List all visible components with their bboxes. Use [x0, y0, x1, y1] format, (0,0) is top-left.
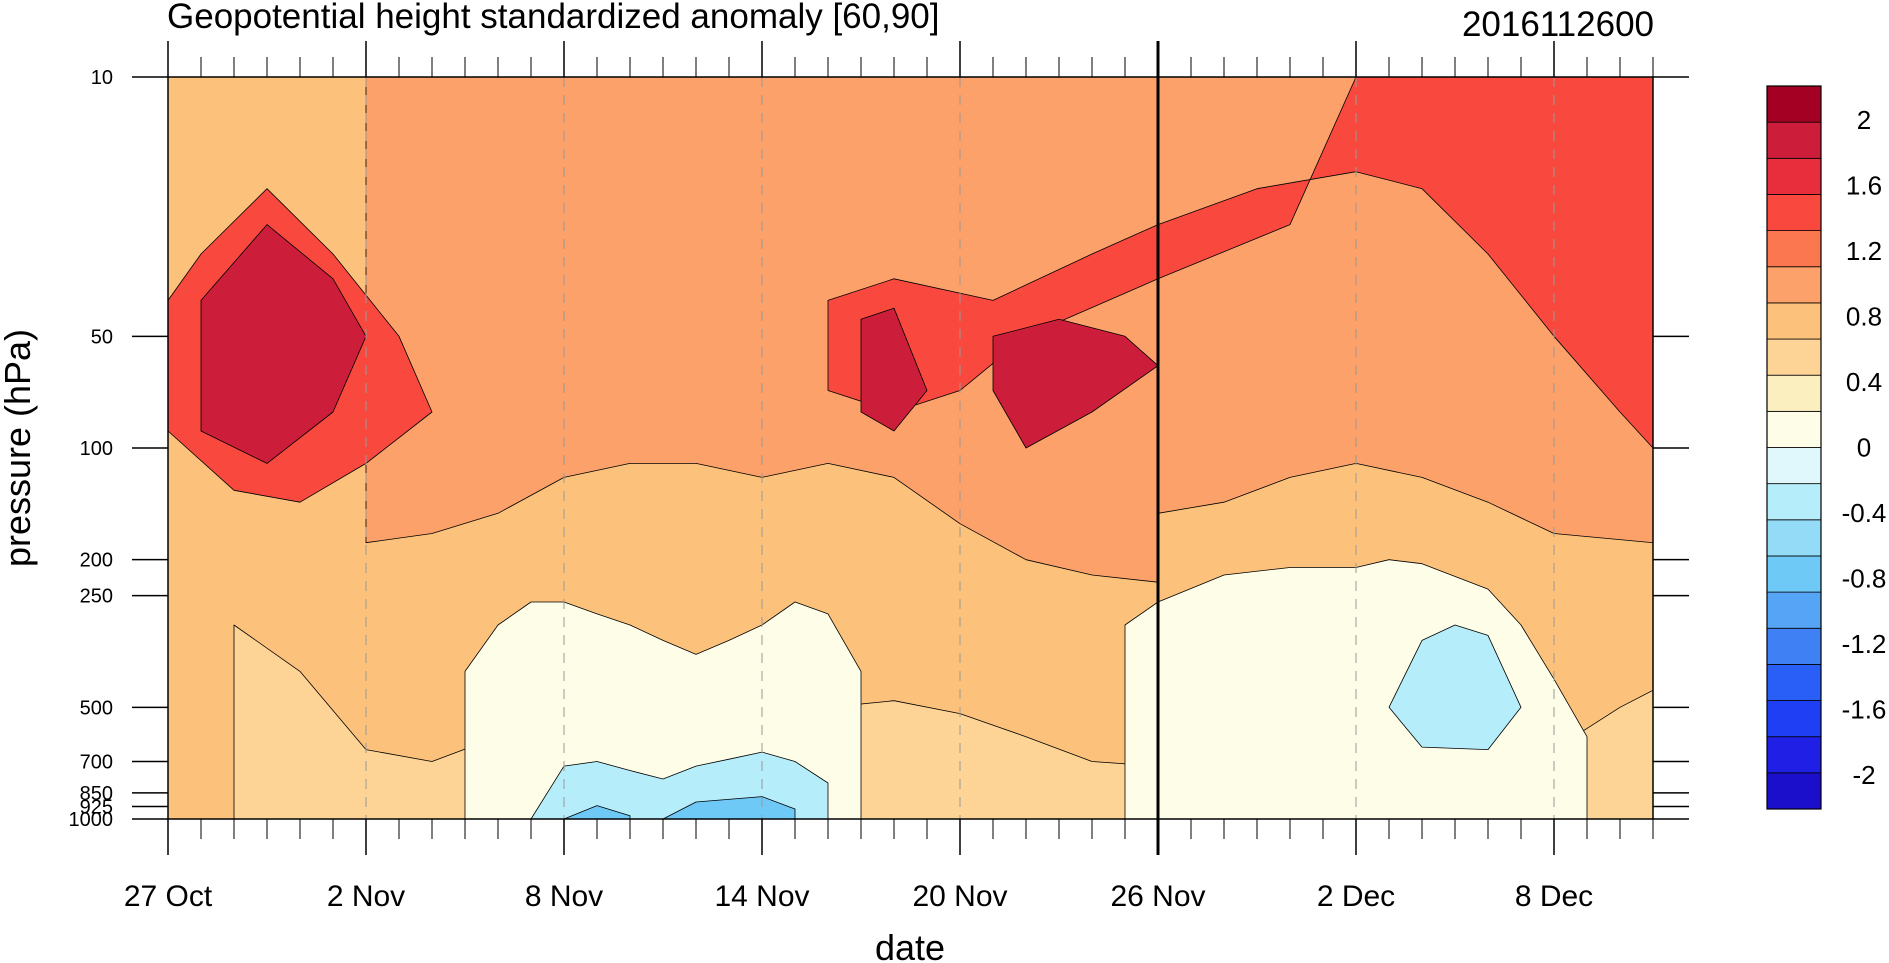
- colorbar-swatch: [1766, 194, 1822, 231]
- x-tick-label: 20 Nov: [912, 880, 1007, 913]
- x-tick-label: 27 Oct: [124, 880, 213, 913]
- colorbar-swatch: [1766, 736, 1822, 774]
- colorbar-swatch: [1766, 591, 1822, 629]
- colorbar-label: -0.4: [1842, 498, 1887, 528]
- x-tick-label: 8 Dec: [1515, 880, 1593, 913]
- x-tick-label: 8 Nov: [525, 880, 603, 913]
- contour-region: [1388, 624, 1522, 750]
- colorbar-swatch: [1766, 121, 1822, 159]
- colorbar-swatch: [1766, 772, 1822, 810]
- colorbar-swatch: [1766, 555, 1822, 593]
- colorbar-swatch: [1766, 627, 1822, 665]
- chart-title: Geopotential height standardized anomaly…: [167, 0, 939, 36]
- colorbar-swatch: [1766, 85, 1822, 123]
- colorbar-label: -0.8: [1842, 564, 1887, 594]
- y-tick-label: 10: [91, 67, 113, 89]
- colorbar-swatch: [1766, 410, 1822, 448]
- colorbar-swatch: [1766, 157, 1822, 195]
- colorbar-label: 0.4: [1846, 367, 1882, 397]
- colorbar-label: 2: [1857, 105, 1871, 135]
- colorbar-label: 0.8: [1846, 302, 1882, 332]
- x-axis: 27 Oct 2 Nov 8 Nov 14 Nov 20 Nov 26 Nov 2 Dec 8…: [124, 41, 1654, 913]
- colorbar-swatch: [1766, 266, 1822, 304]
- colorbar-label: 1.2: [1846, 236, 1882, 266]
- y-axis-title: pressure (hPa): [0, 329, 38, 567]
- y-tick-label: 925: [80, 796, 113, 818]
- y-tick-label: 850: [80, 783, 113, 805]
- colorbar-swatch: [1766, 447, 1822, 485]
- colorbar-frame: [1766, 85, 1822, 810]
- contour-region: [992, 318, 1159, 449]
- colorbar-swatch: [1766, 302, 1822, 340]
- x-tick-label: 26 Nov: [1110, 880, 1205, 913]
- x-tick-label: 14 Nov: [714, 880, 809, 913]
- x-tick-label: 2 Dec: [1317, 880, 1395, 913]
- colorbar-label: -2: [1852, 760, 1875, 790]
- colorbar-label: -1.2: [1842, 629, 1887, 659]
- colorbar-label: 0: [1857, 433, 1871, 463]
- colorbar-swatch: [1766, 338, 1822, 376]
- y-tick-label: 1000: [69, 809, 114, 831]
- x-tick-label: 2 Nov: [327, 880, 405, 913]
- contour-regions: [167, 76, 1654, 820]
- y-tick-label: 700: [80, 752, 113, 774]
- y-tick-label: 200: [80, 550, 113, 572]
- y-tick-label: 50: [91, 326, 113, 348]
- date-label: 2016112600: [1462, 5, 1654, 44]
- x-axis-title: date: [875, 927, 945, 963]
- colorbar-swatch: [1766, 483, 1822, 521]
- colorbar-swatch: [1766, 230, 1822, 268]
- colorbar-swatch: [1766, 664, 1822, 701]
- y-tick-label: 500: [80, 697, 113, 719]
- contour-region: [860, 307, 928, 432]
- colorbar: 2 1.6 1.2 0.8 0.4 0 -0.4 -0.8 -1.2 -1.6 -2: [1766, 85, 1887, 810]
- contour-region: [827, 76, 1654, 449]
- y-tick-label: 250: [80, 586, 113, 608]
- contour-region: [200, 224, 367, 464]
- colorbar-swatch: [1766, 374, 1822, 412]
- y-tick-label: 100: [80, 438, 113, 460]
- colorbar-swatch: [1766, 519, 1822, 557]
- colorbar-swatch: [1766, 700, 1822, 738]
- colorbar-label: -1.6: [1842, 695, 1887, 725]
- plot-area: [167, 41, 1654, 855]
- colorbar-label: 1.6: [1846, 171, 1882, 201]
